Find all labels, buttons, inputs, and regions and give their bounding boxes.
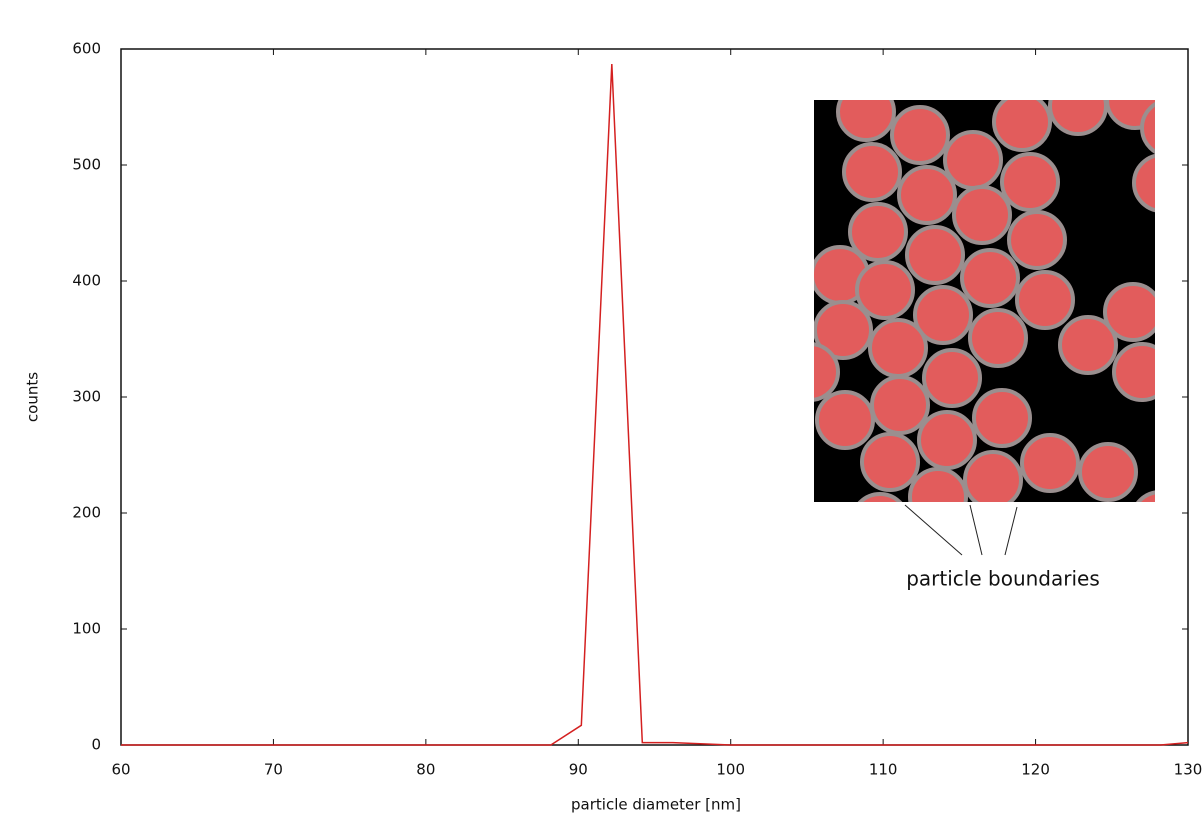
y-tick-label: 100 (72, 620, 101, 638)
x-tick-label: 90 (569, 761, 588, 779)
y-tick-label: 300 (72, 388, 101, 406)
annotation: particle boundaries (906, 567, 1100, 591)
x-tick-label: 60 (111, 761, 130, 779)
y-tick-label: 200 (72, 504, 101, 522)
annotation-leaders (904, 504, 1018, 556)
x-tick-label: 80 (416, 761, 435, 779)
x-tick-label: 120 (1021, 761, 1050, 779)
y-tick-label: 500 (72, 156, 101, 174)
x-tick-label: 70 (264, 761, 283, 779)
x-tick-label: 100 (716, 761, 745, 779)
y-tick-label: 400 (72, 272, 101, 290)
x-axis-label: particle diameter [nm] (571, 796, 741, 814)
y-tick-label: 0 (91, 736, 101, 754)
particles (814, 100, 1155, 502)
y-tick-label: 600 (72, 40, 101, 58)
data-line (121, 64, 1189, 746)
inset-image (814, 100, 1155, 502)
x-tick-label: 130 (1174, 761, 1203, 779)
x-tick-label: 110 (869, 761, 898, 779)
y-axis-label: counts (24, 372, 42, 422)
